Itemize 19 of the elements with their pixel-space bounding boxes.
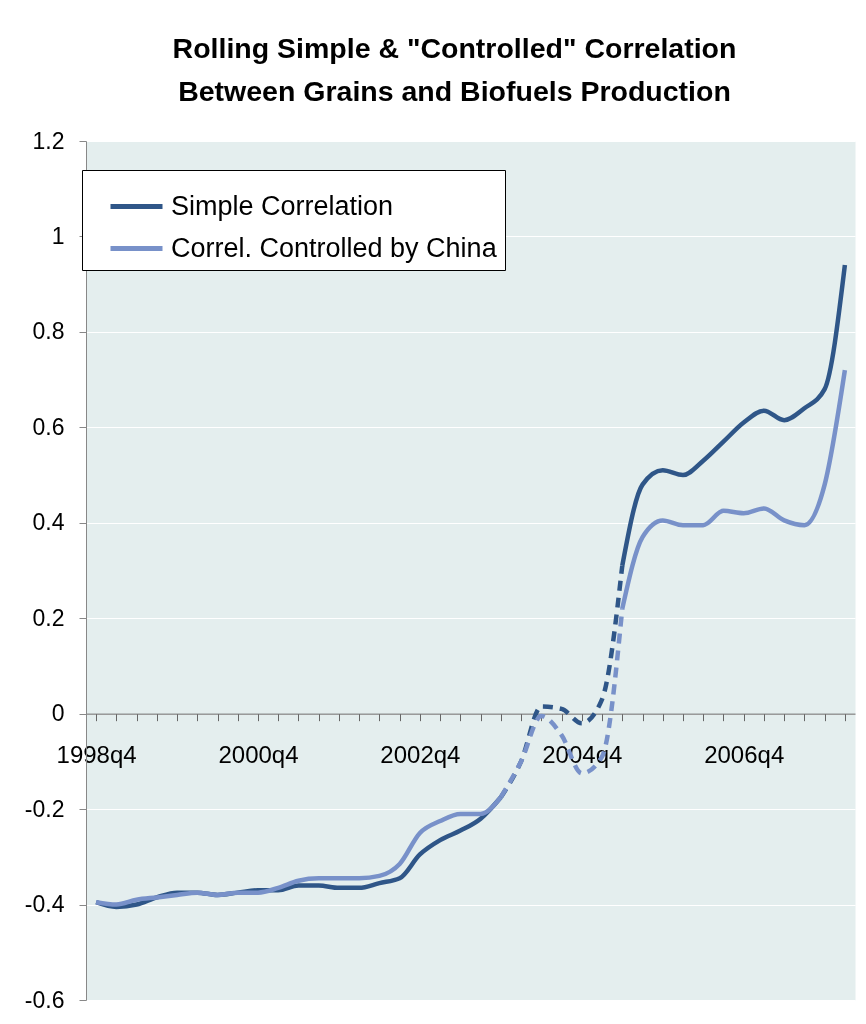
y-tick-label: 0.6 — [32, 413, 65, 440]
y-tick-label: 0.2 — [32, 604, 65, 631]
y-tick-label: 1 — [51, 222, 65, 249]
x-tick-label: 2000q4 — [218, 741, 299, 769]
x-tick-label: 1998q4 — [56, 741, 137, 769]
y-tick-label: -0.4 — [24, 891, 65, 918]
y-tick-label: 0.4 — [32, 509, 65, 536]
x-tick-label: 2004q4 — [542, 741, 623, 769]
y-tick-label: 0 — [51, 700, 65, 727]
y-tick-label: 1.2 — [32, 127, 65, 154]
y-tick-label: 0.8 — [32, 318, 65, 345]
line-series — [498, 606, 625, 800]
chart-title: Rolling Simple & "Controlled" Correlation Between Grains and Biofuels Production — [172, 31, 737, 107]
legend-label: Correl. Controlled by China — [171, 232, 498, 263]
legend-label: Simple Correlation — [171, 190, 394, 221]
x-tick-label: 2002q4 — [380, 741, 461, 769]
y-tick-label: -0.2 — [24, 795, 65, 822]
x-tick-label: 2006q4 — [704, 741, 785, 769]
y-tick-label: -0.6 — [24, 986, 65, 1013]
